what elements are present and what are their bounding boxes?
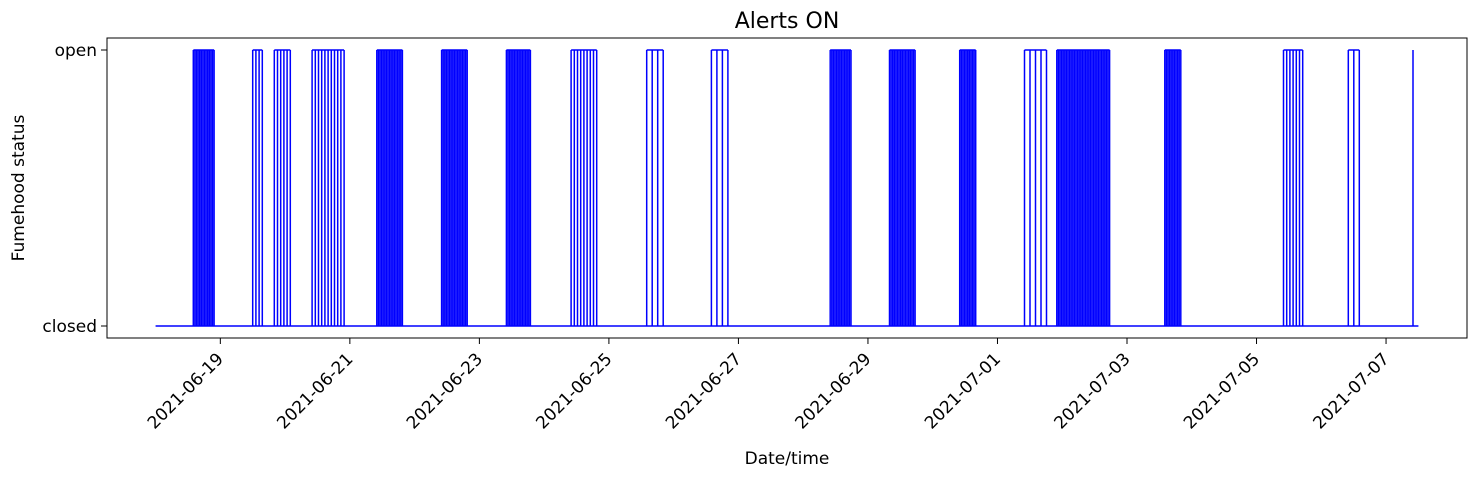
open-burst-17 [1347, 50, 1361, 326]
open-burst-0 [192, 50, 215, 326]
open-burst-3 [311, 50, 345, 326]
open-burst-11 [888, 50, 916, 326]
x-tick-label-2021-06-19: 2021-06-19 [144, 349, 228, 433]
y-tick-label-open: open [55, 41, 97, 61]
x-tick-label-2021-07-03: 2021-07-03 [1051, 349, 1135, 433]
open-burst-13 [1023, 50, 1048, 326]
open-burst-10 [829, 50, 852, 326]
open-burst-1 [251, 50, 264, 326]
x-tick-label-2021-06-25: 2021-06-25 [532, 349, 616, 433]
x-axis: 2021-06-19 2021-06-21 2021-06-23 2021-06-25… [144, 338, 1394, 433]
chart-title: Alerts ON [735, 9, 840, 34]
open-burst-16 [1282, 50, 1304, 326]
open-burst-4 [376, 50, 404, 326]
open-burst-2 [273, 50, 292, 326]
open-burst-14 [1056, 50, 1111, 326]
open-burst-6 [505, 50, 532, 326]
x-tick-label-2021-06-29: 2021-06-29 [791, 349, 875, 433]
x-tick-label-2021-06-23: 2021-06-23 [403, 349, 487, 433]
y-axis-label: Fumehood status [9, 115, 29, 262]
open-burst-5 [440, 50, 468, 326]
open-burst-7 [570, 50, 598, 326]
y-tick-label-closed: closed [42, 317, 97, 337]
open-burst-8 [645, 50, 664, 326]
x-tick-label-2021-07-01: 2021-07-01 [921, 349, 1005, 433]
x-tick-label-2021-06-27: 2021-06-27 [662, 349, 746, 433]
x-tick-label-2021-06-21: 2021-06-21 [273, 349, 357, 433]
open-burst-15 [1164, 50, 1182, 326]
open-burst-12 [958, 50, 977, 326]
plot-area [155, 49, 1419, 327]
y-axis: closed open [42, 41, 107, 337]
x-tick-label-2021-07-07: 2021-07-07 [1310, 349, 1394, 433]
x-axis-label: Date/time [745, 449, 830, 469]
plot-frame [106, 37, 1468, 339]
x-tick-label-2021-07-05: 2021-07-05 [1180, 349, 1264, 433]
open-burst-9 [710, 50, 729, 326]
